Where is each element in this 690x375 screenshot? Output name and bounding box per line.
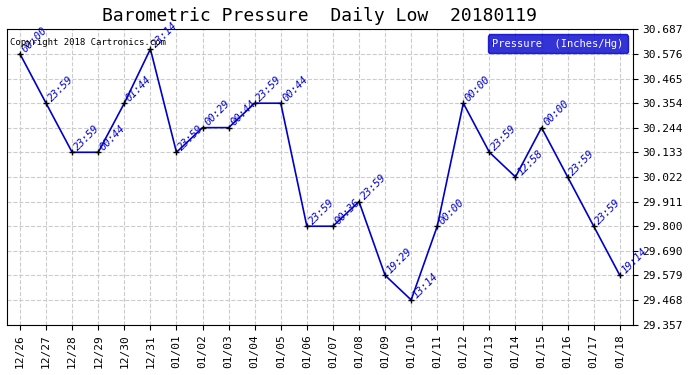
Text: 00:29: 00:29 (203, 99, 232, 128)
Text: 23:59: 23:59 (72, 123, 101, 152)
Text: 23:59: 23:59 (177, 123, 206, 152)
Text: 00:00: 00:00 (437, 197, 466, 226)
Text: 00:44: 00:44 (228, 99, 258, 128)
Text: 13:14: 13:14 (411, 271, 440, 300)
Text: 23:59: 23:59 (593, 197, 623, 226)
Legend: Pressure  (Inches/Hg): Pressure (Inches/Hg) (488, 34, 628, 53)
Text: 23:59: 23:59 (46, 74, 75, 103)
Text: 23:59: 23:59 (359, 172, 388, 202)
Text: 19:14: 19:14 (620, 246, 649, 275)
Text: 23:59: 23:59 (255, 74, 284, 103)
Text: 12:58: 12:58 (515, 148, 544, 177)
Title: Barometric Pressure  Daily Low  20180119: Barometric Pressure Daily Low 20180119 (102, 7, 538, 25)
Text: 23:59: 23:59 (568, 148, 597, 177)
Text: 23:59: 23:59 (307, 197, 336, 226)
Text: 23:59: 23:59 (489, 123, 519, 152)
Text: 01:44: 01:44 (124, 74, 153, 103)
Text: 00:00: 00:00 (542, 99, 571, 128)
Text: Copyright 2018 Cartronics.com: Copyright 2018 Cartronics.com (10, 38, 166, 47)
Text: 00:36: 00:36 (333, 197, 362, 226)
Text: 19:29: 19:29 (385, 246, 414, 275)
Text: 00:44: 00:44 (281, 74, 310, 103)
Text: 00:44: 00:44 (98, 123, 128, 152)
Text: 23:14: 23:14 (150, 20, 179, 49)
Text: 00:00: 00:00 (20, 25, 49, 54)
Text: 00:00: 00:00 (463, 74, 493, 103)
